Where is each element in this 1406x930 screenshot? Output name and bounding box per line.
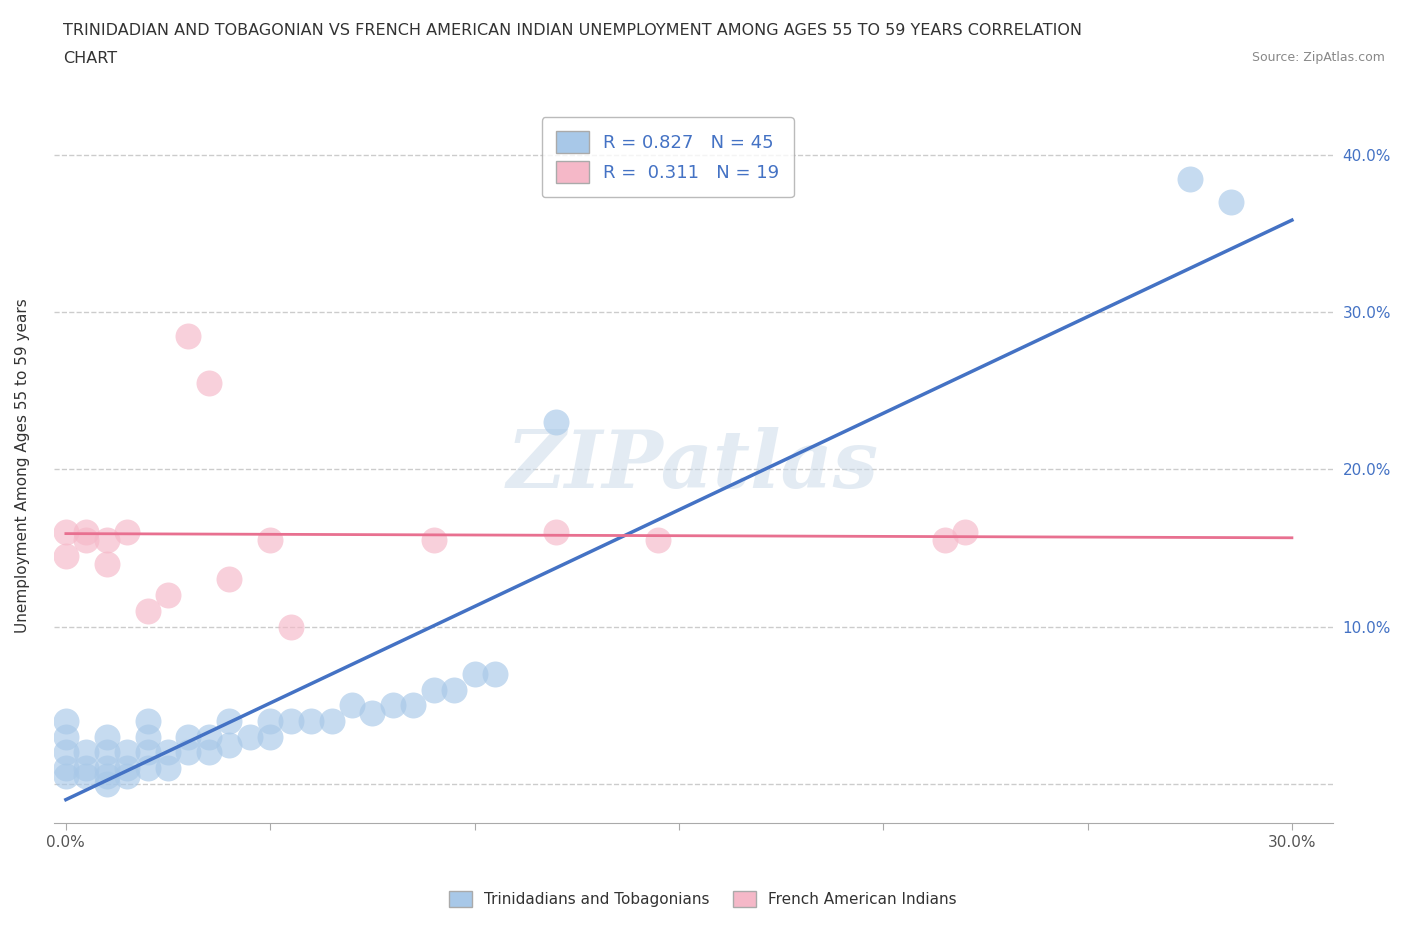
Point: [96, 556, 118, 571]
Point: [115, 761, 138, 776]
Point: [136, 761, 159, 776]
Point: [157, 745, 180, 760]
Point: [115, 525, 138, 539]
Point: [381, 698, 404, 712]
Point: [259, 713, 281, 728]
Point: [280, 619, 302, 634]
Text: Source: ZipAtlas.com: Source: ZipAtlas.com: [1251, 51, 1385, 64]
Point: [422, 533, 444, 548]
Point: [1178, 171, 1201, 186]
Point: [259, 533, 281, 548]
Point: [115, 768, 138, 783]
Point: [55, 549, 77, 564]
Legend: R = 0.827   N = 45, R =  0.311   N = 19: R = 0.827 N = 45, R = 0.311 N = 19: [541, 117, 793, 197]
Point: [198, 729, 221, 744]
Y-axis label: Unemployment Among Ages 55 to 59 years: Unemployment Among Ages 55 to 59 years: [15, 299, 30, 633]
Point: [75, 525, 97, 539]
Point: [157, 588, 180, 603]
Point: [321, 713, 343, 728]
Legend: Trinidadians and Tobagonians, French American Indians: Trinidadians and Tobagonians, French Ame…: [443, 884, 963, 913]
Point: [218, 572, 240, 587]
Text: CHART: CHART: [63, 51, 117, 66]
Point: [953, 525, 976, 539]
Point: [136, 713, 159, 728]
Point: [361, 706, 384, 721]
Text: ZIPatlas: ZIPatlas: [508, 427, 879, 504]
Point: [934, 533, 956, 548]
Point: [55, 713, 77, 728]
Point: [136, 729, 159, 744]
Point: [464, 667, 486, 682]
Point: [96, 777, 118, 791]
Point: [177, 328, 200, 343]
Text: TRINIDADIAN AND TOBAGONIAN VS FRENCH AMERICAN INDIAN UNEMPLOYMENT AMONG AGES 55 : TRINIDADIAN AND TOBAGONIAN VS FRENCH AME…: [63, 23, 1083, 38]
Point: [96, 533, 118, 548]
Point: [96, 761, 118, 776]
Point: [546, 415, 568, 430]
Point: [280, 713, 302, 728]
Point: [75, 533, 97, 548]
Point: [96, 768, 118, 783]
Point: [647, 533, 669, 548]
Point: [177, 729, 200, 744]
Point: [484, 667, 506, 682]
Point: [546, 525, 568, 539]
Point: [1219, 195, 1241, 210]
Point: [177, 745, 200, 760]
Point: [96, 745, 118, 760]
Point: [340, 698, 363, 712]
Point: [55, 768, 77, 783]
Point: [75, 761, 97, 776]
Point: [198, 745, 221, 760]
Point: [422, 682, 444, 697]
Point: [157, 761, 180, 776]
Point: [198, 376, 221, 391]
Point: [402, 698, 425, 712]
Point: [115, 745, 138, 760]
Point: [218, 713, 240, 728]
Point: [299, 713, 322, 728]
Point: [55, 729, 77, 744]
Point: [136, 604, 159, 618]
Point: [443, 682, 465, 697]
Point: [55, 525, 77, 539]
Point: [239, 729, 262, 744]
Point: [55, 745, 77, 760]
Point: [75, 745, 97, 760]
Point: [96, 729, 118, 744]
Point: [75, 768, 97, 783]
Point: [136, 745, 159, 760]
Point: [55, 761, 77, 776]
Point: [218, 737, 240, 752]
Point: [259, 729, 281, 744]
